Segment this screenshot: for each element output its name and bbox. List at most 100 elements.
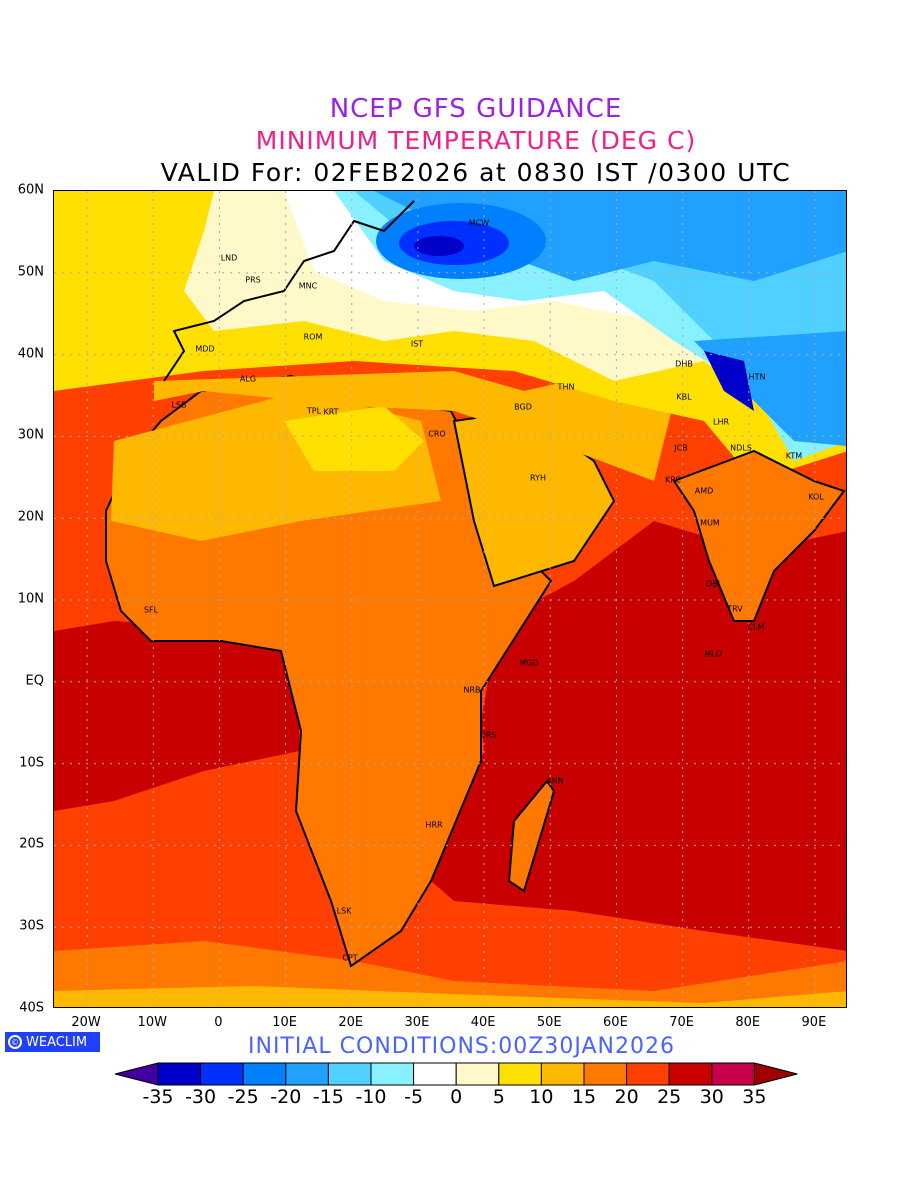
city-label: KTM [785, 451, 803, 461]
colorbar-swatch [583, 1062, 628, 1086]
lon-tick-label: 20W [71, 1015, 101, 1030]
city-label: KRC [665, 475, 681, 485]
colorbar-under-arrow [115, 1062, 159, 1086]
colorbar-tick-label: 5 [492, 1086, 505, 1108]
colorbar-swatch [285, 1062, 329, 1086]
colorbar-tick-label: 30 [699, 1086, 724, 1108]
city-label: MCW [468, 218, 490, 228]
city-label: BGD [514, 402, 532, 412]
city-label: THN [557, 382, 575, 392]
colorbar-tick-label: 10 [529, 1086, 554, 1108]
lat-tick-label: 10S [19, 755, 44, 771]
band-25-30-atlantic [54, 621, 299, 811]
city-label: DHB [675, 359, 693, 369]
city-label: PRS [245, 275, 261, 285]
lat-tick-label: 20N [17, 509, 44, 525]
city-label: CPT [342, 953, 358, 963]
colorbar-swatch [157, 1062, 202, 1086]
city-label: MNC [298, 281, 318, 291]
colorbar-tick-label: -5 [404, 1086, 424, 1108]
colorbar-swatch [540, 1062, 585, 1086]
colorbar-swatch [626, 1062, 670, 1086]
city-label: DBI [705, 579, 721, 589]
colorbar-swatch [327, 1062, 372, 1086]
city-label: TRV [727, 604, 743, 614]
colorbar-tick-label: -35 [142, 1086, 174, 1108]
valid-time: VALID For: 02FEB2026 at 0830 IST /0300 U… [160, 158, 792, 187]
temperature-field [54, 191, 846, 1007]
colorbar-tick-label: -30 [185, 1086, 217, 1108]
colorbar-tick-label: -10 [355, 1086, 387, 1108]
copyright-icon: © [8, 1035, 22, 1049]
lon-tick-label: 0 [214, 1015, 223, 1030]
city-label: RYH [530, 473, 546, 483]
grid-lines [54, 191, 846, 1007]
colorbar-tick-label: 0 [450, 1086, 463, 1108]
europe-coastline [163, 200, 415, 382]
city-label: SFL [143, 605, 159, 615]
city-label: ALG [239, 374, 257, 384]
lat-tick-label: 50N [17, 264, 44, 280]
lat-tick-label: 20S [19, 836, 44, 852]
city-label: DRS [479, 730, 497, 740]
mediterranean-band [154, 371, 674, 481]
city-label: KOL [808, 492, 824, 502]
lon-tick-label: 30E [404, 1015, 430, 1030]
city-label: KRT [323, 407, 339, 417]
lat-tick-label: 30N [17, 427, 44, 443]
city-label: LHR [712, 417, 730, 427]
lon-tick-label: 80E [735, 1015, 761, 1030]
city-label: AMD [694, 486, 714, 496]
colorbar-swatch [498, 1062, 542, 1086]
chart-subtitle: MINIMUM TEMPERATURE (DEG C) [255, 126, 697, 155]
chart-title: NCEP GFS GUIDANCE [329, 94, 623, 124]
city-label: NRB [463, 685, 481, 695]
band-minus35 [414, 236, 464, 256]
lat-tick-label: EQ [25, 673, 44, 689]
weaclim-logo[interactable]: © WEACLIM [5, 1032, 100, 1052]
lon-tick-label: 90E [801, 1015, 827, 1030]
city-label: MGD [519, 658, 539, 668]
lat-tick-label: 10N [17, 591, 44, 607]
colorbar-over-arrow [753, 1062, 798, 1086]
city-label: LSK [336, 906, 352, 916]
city-label: HRR [425, 820, 443, 830]
lat-tick-label: 60N [17, 182, 44, 198]
lon-tick-label: 50E [536, 1015, 562, 1030]
city-label: TPL [306, 406, 322, 416]
madagascar [507, 779, 556, 893]
colorbar-tick-label: -15 [312, 1086, 344, 1108]
lon-tick-label: 10W [137, 1015, 167, 1030]
city-label: CLM [747, 622, 765, 632]
colorbar-swatch [413, 1062, 457, 1086]
city-label: MUM [700, 518, 720, 528]
city-label: LSB [171, 400, 187, 410]
sahara-cool-patch [284, 406, 424, 471]
lon-tick-label: 10E [272, 1015, 297, 1030]
india-landmass [672, 449, 846, 622]
city-label: MDD [195, 344, 215, 354]
colorbar-swatch [242, 1062, 287, 1086]
colorbar-swatch [711, 1062, 755, 1086]
lon-tick-label: 60E [603, 1015, 628, 1030]
lat-tick-label: 40N [17, 346, 44, 362]
colorbar-tick-label: 20 [614, 1086, 639, 1108]
city-label: NDLS [730, 443, 752, 453]
colorbar-tick-label: 25 [657, 1086, 682, 1108]
colorbar-swatch [455, 1062, 500, 1086]
colorbar-swatch [668, 1062, 713, 1086]
colorbar-tick-label: -20 [270, 1086, 302, 1108]
lat-tick-label: 40S [19, 1000, 44, 1016]
city-label: JCB [674, 443, 688, 453]
city-label: ROM [303, 332, 323, 342]
city-label: IST [410, 339, 424, 349]
city-label: LND [220, 253, 238, 263]
city-label: KBL [676, 392, 692, 402]
map-plot: LND PRS MNC ROM MDD ALG LSB TPL KRT IST MCW CRO BGD T… [53, 190, 847, 1008]
karakoram-cold [704, 351, 754, 411]
lon-tick-label: 20E [338, 1015, 364, 1030]
city-label: MLD [704, 649, 722, 659]
band-10-15-south [54, 986, 846, 1007]
city-label: HTN [748, 372, 766, 382]
colorbar-tick-label: 35 [742, 1086, 767, 1108]
